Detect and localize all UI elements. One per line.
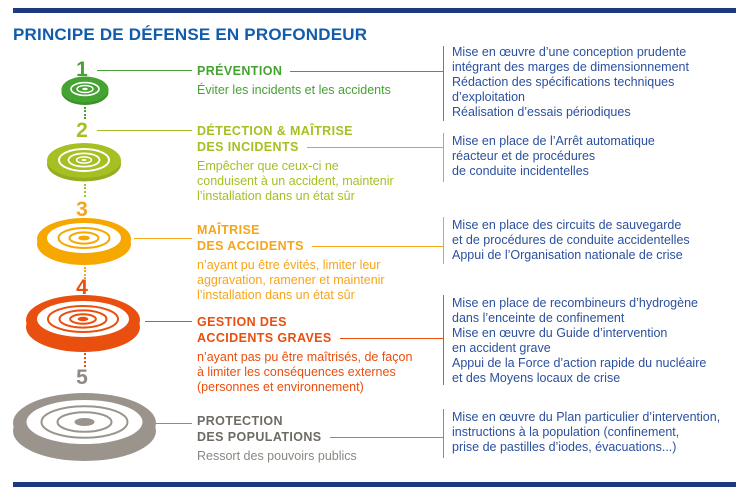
level-4-number: 4 bbox=[76, 276, 88, 299]
top-border-bar bbox=[13, 8, 736, 13]
level-3-details-divider-line bbox=[443, 217, 444, 264]
level-2-dotted-link-line bbox=[84, 184, 86, 197]
level-3-description-line: aggravation, ramener et maintenir bbox=[197, 273, 385, 287]
level-3-label: MAÎTRISE DES ACCIDENTS n’ayant pu être é… bbox=[197, 222, 443, 303]
level-5-connector-line bbox=[154, 423, 192, 424]
level-2-description-line: Empêcher que ceux-ci ne bbox=[197, 159, 339, 173]
ripple-disc-icon-level-3 bbox=[36, 216, 132, 271]
detail-line: en accident grave bbox=[452, 341, 551, 355]
level-4-connector-line bbox=[145, 321, 192, 322]
level-3-description-line: l’installation dans un état sûr bbox=[197, 288, 355, 302]
detail-line: dans l’enceinte de confinement bbox=[452, 311, 625, 325]
level-2-number: 2 bbox=[76, 119, 88, 142]
detail-line: prise de pastilles d’iodes, évacuations.… bbox=[452, 440, 677, 454]
level-4-label: GESTION DES ACCIDENTS GRAVES n’ayant pas… bbox=[197, 314, 443, 395]
level-4-description-line: n’ayant pas pu être maîtrisés, de façon bbox=[197, 350, 413, 364]
detail-line: Réalisation d’essais périodiques bbox=[452, 105, 631, 119]
level-4-description-line: (personnes et environnement) bbox=[197, 380, 364, 394]
level-4-description-line: à limiter les conséquences externes bbox=[197, 365, 396, 379]
level-2-label-text: DÉTECTION & MAÎTRISE bbox=[197, 124, 353, 138]
detail-line: Mise en place de l’Arrêt automatique bbox=[452, 134, 655, 148]
level-5-description-line: Ressort des pouvoirs publics bbox=[197, 449, 357, 463]
level-5-number: 5 bbox=[76, 366, 88, 389]
level-5-label-rule-line bbox=[329, 436, 443, 438]
level-2-description-line: conduisent à un accident, maintenir bbox=[197, 174, 394, 188]
level-3-label-text: DES ACCIDENTS bbox=[197, 239, 304, 253]
level-1-label-rule-line bbox=[290, 70, 443, 72]
level-2-label-text: DES INCIDENTS bbox=[197, 140, 299, 154]
level-5-label-text: PROTECTION bbox=[197, 414, 283, 428]
level-5-label-text: DES POPULATIONS bbox=[197, 430, 322, 444]
level-1-dotted-link-line bbox=[84, 107, 86, 119]
level-4-details: Mise en place de recombineurs d’hydrogèn… bbox=[452, 296, 747, 386]
level-3-description-line: n’ayant pu être évités, limiter leur bbox=[197, 258, 381, 272]
level-4-label-text: GESTION DES bbox=[197, 315, 287, 329]
level-1-number: 1 bbox=[76, 58, 88, 81]
detail-line: de conduite incidentelles bbox=[452, 164, 589, 178]
level-1-details: Mise en œuvre d’une conception prudente … bbox=[452, 45, 747, 120]
detail-line: intégrant des marges de dimensionnement bbox=[452, 60, 689, 74]
level-3-label-rule-line bbox=[311, 245, 443, 247]
level-2-connector-line bbox=[97, 130, 192, 131]
detail-line: et de procédures de conduite accidentell… bbox=[452, 233, 690, 247]
level-1-label: PRÉVENTION Éviter les incidents et les a… bbox=[197, 63, 443, 98]
level-5-label: PROTECTION DES POPULATIONS Ressort des p… bbox=[197, 413, 443, 464]
level-2-details-divider-line bbox=[443, 133, 444, 182]
level-5-details: Mise en œuvre du Plan particulier d’inte… bbox=[452, 410, 747, 455]
level-3-connector-line bbox=[134, 238, 192, 239]
level-3-number: 3 bbox=[76, 198, 88, 221]
ripple-disc-icon-level-2 bbox=[46, 142, 122, 187]
detail-line: Appui de la Force d’action rapide du nuc… bbox=[452, 356, 707, 370]
level-4-dotted-link-line bbox=[84, 353, 86, 367]
detail-line: instructions à la population (confinemen… bbox=[452, 425, 680, 439]
detail-line: Rédaction des spécifications techniques bbox=[452, 75, 675, 89]
level-3-details: Mise en place des circuits de sauvegarde… bbox=[452, 218, 747, 263]
ripple-disc-icon-level-4 bbox=[25, 293, 141, 358]
level-1-connector-line bbox=[97, 70, 192, 71]
detail-line: réacteur et de procédures bbox=[452, 149, 596, 163]
bottom-border-bar bbox=[13, 482, 736, 487]
level-4-label-rule-line bbox=[339, 337, 443, 339]
level-4-details-divider-line bbox=[443, 295, 444, 385]
detail-line: Mise en œuvre du Guide d’intervention bbox=[452, 326, 668, 340]
ripple-disc-icon-level-5 bbox=[12, 390, 157, 467]
level-5-details-divider-line bbox=[443, 409, 444, 458]
level-4-label-text: ACCIDENTS GRAVES bbox=[197, 331, 332, 345]
level-3-label-text: MAÎTRISE bbox=[197, 223, 260, 237]
level-3-dotted-link-line bbox=[84, 267, 86, 279]
detail-line: Appui de l’Organisation nationale de cri… bbox=[452, 248, 683, 262]
detail-line: et des Moyens locaux de crise bbox=[452, 371, 621, 385]
level-2-label-rule-line bbox=[306, 146, 443, 148]
page-title: PRINCIPE DE DÉFENSE EN PROFONDEUR bbox=[13, 25, 368, 44]
level-2-description-line: l’installation dans un état sûr bbox=[197, 189, 355, 203]
detail-line: d’exploitation bbox=[452, 90, 525, 104]
level-1-details-divider-line bbox=[443, 46, 444, 121]
detail-line: Mise en place des circuits de sauvegarde bbox=[452, 218, 682, 232]
detail-line: Mise en œuvre du Plan particulier d’inte… bbox=[452, 410, 721, 424]
level-2-label: DÉTECTION & MAÎTRISE DES INCIDENTS Empêc… bbox=[197, 123, 443, 204]
level-2-details: Mise en place de l’Arrêt automatique réa… bbox=[452, 134, 747, 179]
detail-line: Mise en place de recombineurs d’hydrogèn… bbox=[452, 296, 698, 310]
level-1-description-line: Éviter les incidents et les accidents bbox=[197, 83, 391, 97]
ripple-disc-icon-level-1 bbox=[61, 76, 109, 111]
level-1-label-text: PRÉVENTION bbox=[197, 64, 283, 78]
detail-line: Mise en œuvre d’une conception prudente bbox=[452, 45, 687, 59]
